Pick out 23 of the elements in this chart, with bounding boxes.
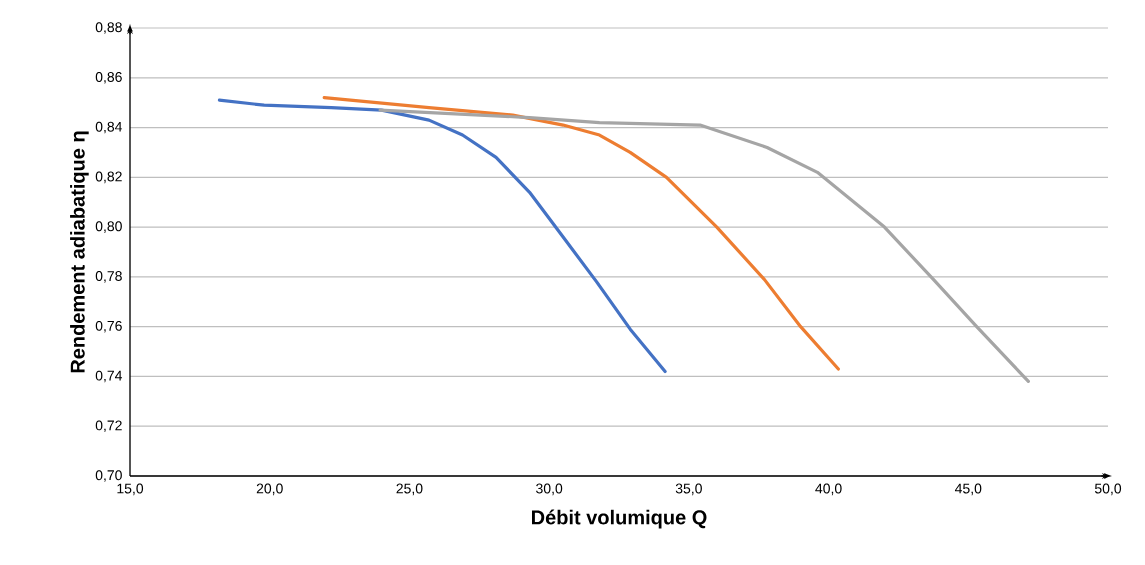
x-tick-label: 25,0	[396, 483, 423, 496]
x-tick-label: 20,0	[256, 483, 283, 496]
x-tick-label: 15,0	[117, 483, 144, 496]
y-tick-label: 0,78	[95, 271, 122, 283]
y-tick-label: 0,76	[95, 320, 122, 333]
x-tick-label: 35,0	[675, 483, 702, 496]
x-tick-label: 40,0	[815, 483, 842, 496]
y-tick-label: 0,82	[95, 171, 122, 184]
y-tick-label: 0,88	[95, 22, 122, 34]
y-tick-label: 0,70	[95, 470, 122, 482]
line-series	[378, 108, 1030, 384]
line-series	[322, 96, 840, 371]
y-axis-title: Rendement adiabatique η	[70, 131, 89, 373]
x-tick-label: 30,0	[536, 483, 563, 496]
y-tick-label: 0,80	[95, 221, 122, 233]
x-tick-label: 45,0	[954, 483, 982, 496]
y-tick-label: 0,72	[95, 420, 122, 433]
y-tick-label: 0,86	[95, 72, 122, 84]
line-series	[217, 98, 667, 374]
x-tick-label: 50,0	[1094, 483, 1122, 496]
y-tick-label: 0,84	[95, 121, 123, 134]
y-tick-label: 0,74	[95, 370, 123, 383]
x-axis-title: Débit volumique Q	[532, 509, 707, 529]
